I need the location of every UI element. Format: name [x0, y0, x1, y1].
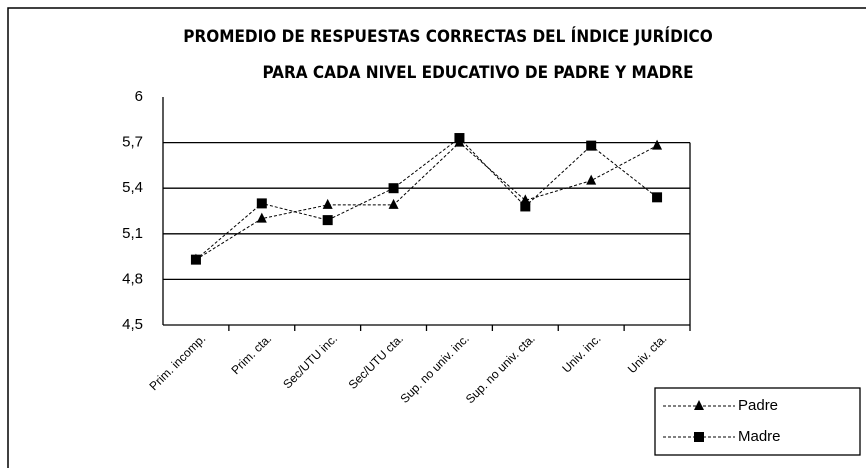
- point-marker: [652, 139, 663, 150]
- point-marker: [388, 198, 399, 209]
- point-marker: [520, 201, 531, 212]
- x-tick-label: Univ. inc.: [559, 331, 603, 375]
- point-marker: [322, 215, 333, 226]
- legend-box: [654, 387, 861, 456]
- point-marker: [694, 400, 704, 410]
- x-tick-label: Prim. cta.: [228, 331, 274, 377]
- point-marker: [322, 198, 333, 209]
- y-tick-label: 5,1: [122, 225, 143, 242]
- point-marker: [694, 432, 704, 442]
- series-line: [195, 141, 658, 261]
- y-tick-label: 4,5: [122, 316, 143, 333]
- legend-label: Madre: [738, 428, 781, 445]
- point-marker: [256, 198, 267, 209]
- x-tick-label: Sup. no univ. inc.: [397, 331, 471, 405]
- point-marker: [586, 174, 597, 185]
- point-marker: [454, 133, 465, 144]
- y-tick-label: 5,7: [122, 134, 143, 151]
- x-tick-label: Prim. incomp.: [147, 331, 209, 393]
- y-tick-label: 4,8: [122, 270, 143, 287]
- x-tick-label: Sec/UTU cta.: [346, 331, 406, 391]
- point-marker: [586, 140, 597, 151]
- y-tick-label: 6: [135, 88, 143, 105]
- chart-title: PARA CADA NIVEL EDUCATIVO DE PADRE Y MAD…: [262, 63, 693, 83]
- legend-label: Padre: [738, 397, 778, 414]
- y-tick-label: 5,4: [122, 179, 143, 196]
- point-marker: [256, 212, 267, 223]
- series-line: [195, 137, 658, 261]
- x-tick-label: Sup. no univ. cta.: [463, 331, 538, 406]
- point-marker: [190, 254, 201, 265]
- point-marker: [388, 183, 399, 194]
- x-tick-label: Univ. cta.: [625, 331, 670, 376]
- point-marker: [652, 192, 663, 203]
- x-tick-label: Sec/UTU inc.: [280, 331, 340, 391]
- chart-frame: [7, 7, 866, 468]
- chart-title: PROMEDIO DE RESPUESTAS CORRECTAS DEL ÍND…: [183, 25, 712, 47]
